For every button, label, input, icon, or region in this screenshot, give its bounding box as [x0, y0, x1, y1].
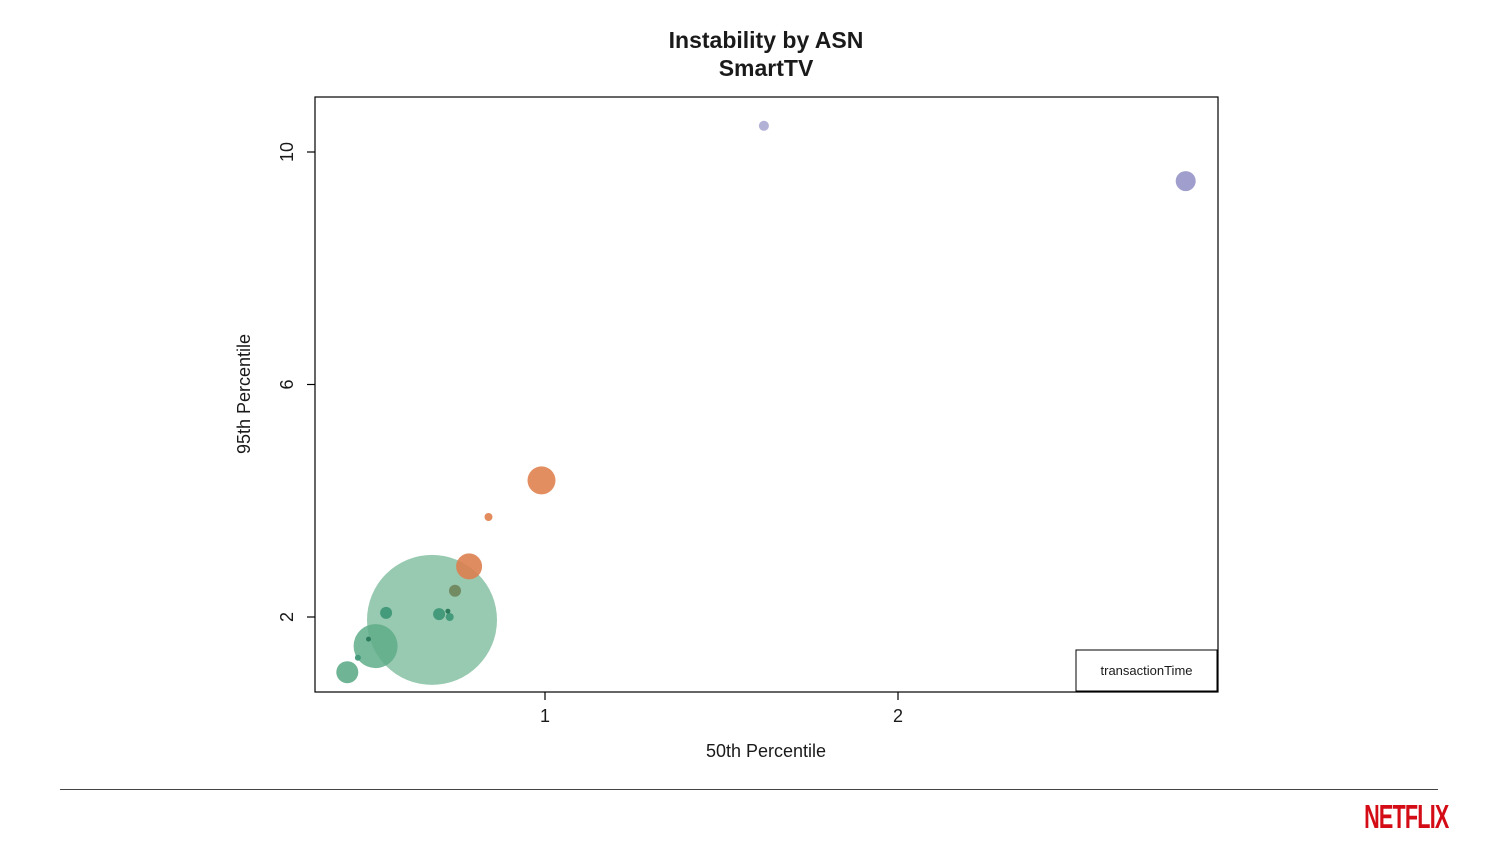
- bubble: [353, 624, 398, 669]
- bubble: [456, 553, 483, 580]
- legend-label: transactionTime: [1101, 663, 1193, 678]
- footer-divider: [60, 789, 1438, 790]
- bubble: [527, 466, 556, 495]
- bubble: [1175, 171, 1196, 192]
- bubble: [484, 513, 493, 521]
- netflix-logo: NETFLIX: [1363, 798, 1449, 836]
- x-tick-label: 1: [540, 706, 550, 726]
- y-tick-label: 10: [277, 142, 297, 162]
- bubble: [354, 654, 361, 661]
- axis-ticks: 1 2 2 6 10: [277, 142, 903, 726]
- bubble: [366, 636, 371, 642]
- bubble: [445, 608, 451, 614]
- legend-box: [1075, 649, 1218, 692]
- x-axis-label: 50th Percentile: [706, 741, 826, 761]
- bubble: [336, 661, 359, 684]
- bubble-chart: Instability by ASN SmartTV 1 2 2 6 10 50th P…: [234, 27, 1219, 761]
- bubble: [445, 613, 454, 621]
- plot-area: [314, 96, 1219, 693]
- bubbles-group: [336, 120, 1196, 685]
- chart-subtitle: SmartTV: [719, 55, 814, 81]
- y-tick-label: 6: [277, 379, 297, 389]
- bubble: [449, 584, 461, 597]
- bubble: [380, 606, 393, 619]
- y-axis-label: 95th Percentile: [234, 334, 254, 454]
- bubble: [367, 554, 497, 685]
- bubble: [758, 120, 769, 131]
- chart-title: Instability by ASN: [669, 27, 864, 53]
- y-tick-label: 2: [277, 612, 297, 622]
- x-tick-label: 2: [893, 706, 903, 726]
- bubble: [433, 608, 446, 621]
